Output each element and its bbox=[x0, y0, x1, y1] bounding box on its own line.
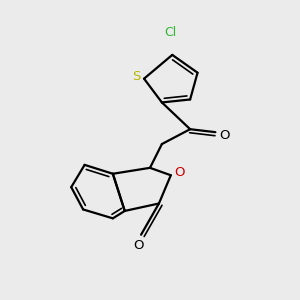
Text: O: O bbox=[175, 167, 185, 179]
Text: O: O bbox=[133, 238, 143, 252]
Text: S: S bbox=[132, 70, 141, 83]
Text: Cl: Cl bbox=[165, 26, 177, 39]
Text: O: O bbox=[219, 129, 230, 142]
